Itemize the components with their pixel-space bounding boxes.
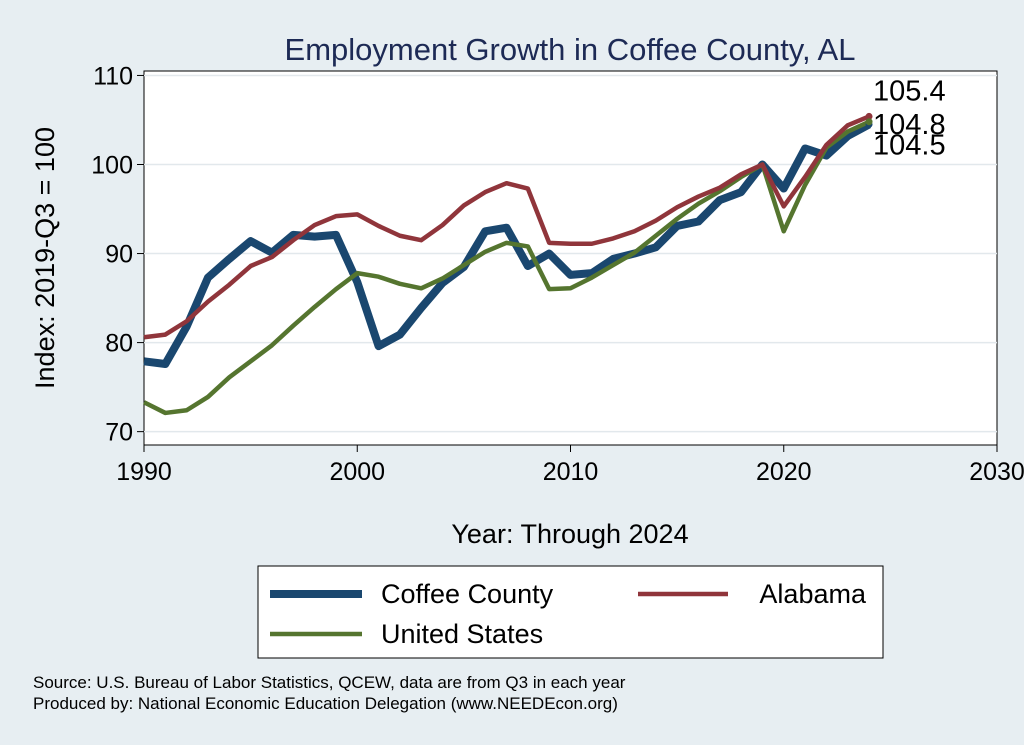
legend: Coffee County Alabama United States	[270, 579, 867, 649]
x-axis-title: Year: Through 2024	[451, 519, 688, 549]
x-tick-label-2030: 2030	[969, 458, 1024, 486]
y-tick-label-80: 80	[105, 330, 133, 358]
series-line-coffee-county	[143, 120, 871, 368]
axes: 70 80 90 100 110 1990 2000 2010 2020 2030	[91, 62, 1024, 486]
y-tick-label-90: 90	[105, 241, 133, 269]
y-tick-label-110: 110	[93, 62, 133, 90]
legend-label-2: United States	[381, 619, 543, 649]
source-line-2: Produced by: National Economic Education…	[33, 694, 618, 713]
end-label-0: 104.5	[873, 129, 946, 161]
grid-lines	[144, 74, 997, 433]
end-label-2: 104.8	[873, 109, 946, 141]
series-line-alabama	[143, 114, 870, 340]
x-tick-label-2000: 2000	[329, 458, 385, 486]
end-label-1: 105.4	[873, 75, 946, 107]
legend-label-1: Alabama	[759, 579, 867, 609]
y-tick-label-70: 70	[105, 419, 133, 447]
end-marker-1	[865, 112, 873, 120]
y-axis-title: Index: 2019-Q3 = 100	[30, 127, 60, 389]
x-tick-label-2010: 2010	[543, 458, 599, 486]
legend-box	[257, 565, 884, 659]
end-marker-2	[865, 118, 873, 126]
legend-label-0: Coffee County	[381, 579, 554, 609]
series-lines	[142, 114, 871, 416]
y-tick-label-100: 100	[91, 152, 133, 180]
x-tick-label-2020: 2020	[756, 458, 812, 486]
x-tick-label-1990: 1990	[116, 458, 172, 486]
source-line-1: Source: U.S. Bureau of Labor Statistics,…	[33, 673, 626, 692]
chart-title: Employment Growth in Coffee County, AL	[285, 32, 856, 67]
